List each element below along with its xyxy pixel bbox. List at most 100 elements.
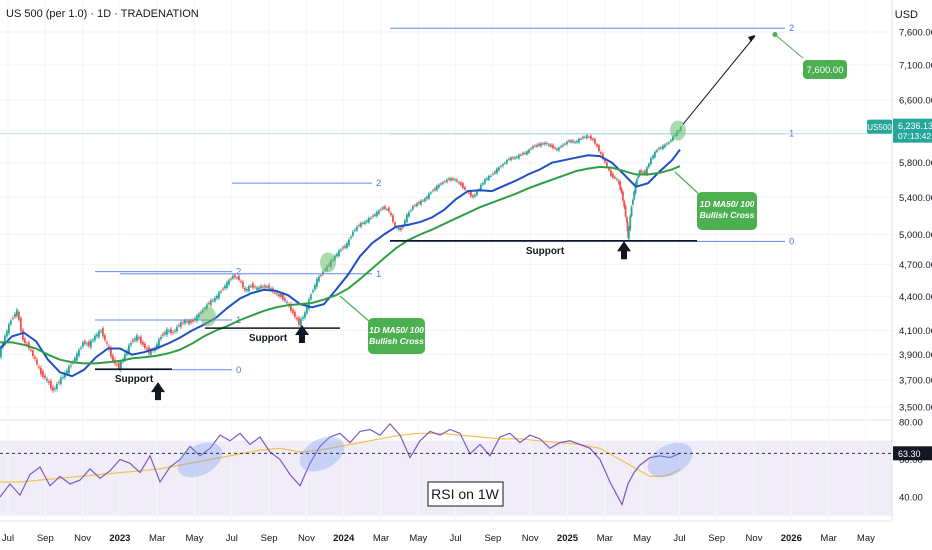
candle-body xyxy=(34,356,36,360)
candle-body xyxy=(88,341,90,347)
candle-body xyxy=(418,202,420,204)
candle-body xyxy=(504,162,506,164)
candle-body xyxy=(340,249,342,251)
candle-body xyxy=(582,136,584,139)
candle-body xyxy=(496,168,498,174)
candle-body xyxy=(106,342,108,344)
candle-body xyxy=(0,347,2,358)
candle-body xyxy=(392,215,394,222)
candle-body xyxy=(516,156,518,158)
candle-body xyxy=(178,325,180,327)
candle-body xyxy=(268,285,270,289)
candle-body xyxy=(242,281,244,288)
candle-body xyxy=(164,332,166,335)
candle-body xyxy=(222,288,224,290)
candle-body xyxy=(300,318,302,326)
candle-body xyxy=(580,138,582,140)
candle-body xyxy=(166,329,168,335)
candle-body xyxy=(600,152,602,154)
candle-body xyxy=(410,210,412,212)
candle-body xyxy=(424,198,426,202)
candle-body xyxy=(608,168,610,171)
candle-body xyxy=(594,139,596,144)
candle-body xyxy=(322,271,324,275)
candle-body xyxy=(606,162,608,167)
candle-body xyxy=(440,183,442,185)
candle-body xyxy=(70,365,72,367)
candle-body xyxy=(60,377,62,385)
last-price-tag xyxy=(893,118,932,143)
candle-body xyxy=(236,277,238,279)
callout-text: Bullish Cross xyxy=(700,210,755,220)
candle-body xyxy=(26,343,28,345)
candle-body xyxy=(470,191,472,197)
rsi-label-box xyxy=(427,481,504,507)
candle-body xyxy=(372,215,374,217)
candle-body xyxy=(254,286,256,288)
candle-body xyxy=(46,378,48,381)
candle-body xyxy=(548,144,550,146)
currency-label: USD xyxy=(894,9,918,21)
candle-body xyxy=(370,217,372,219)
candle-body xyxy=(564,143,566,145)
time-tick-label: May xyxy=(409,533,427,544)
up-arrow-icon xyxy=(295,325,309,344)
candle-body xyxy=(436,185,438,191)
candle-body xyxy=(144,343,146,348)
price-tick-label: 4,700.00 xyxy=(899,260,932,271)
candle-body xyxy=(18,311,20,320)
symbol-tag-label: US500 xyxy=(867,123,892,132)
candle-body xyxy=(112,355,114,361)
candle-body xyxy=(482,183,484,185)
fib-level-label: 2 xyxy=(236,267,241,278)
candle-body xyxy=(278,294,280,297)
candle-body xyxy=(526,151,528,155)
candle-body xyxy=(186,321,188,323)
candle-body xyxy=(637,176,640,178)
time-tick-label: Jul xyxy=(226,533,238,544)
candle-body xyxy=(646,167,648,175)
candle-body xyxy=(502,164,504,167)
candle-body xyxy=(176,326,178,332)
price-tick-label: 3,900.00 xyxy=(899,350,932,361)
candle-body xyxy=(118,362,120,369)
candle-body xyxy=(584,136,586,138)
rsi-label-text: RSI on 1W xyxy=(431,486,499,502)
candle-body xyxy=(344,245,346,248)
candle-body xyxy=(282,294,284,300)
candle-body xyxy=(218,292,220,299)
candle-body xyxy=(190,320,192,323)
candle-body xyxy=(146,348,148,350)
candle-body xyxy=(160,337,162,340)
candle-body xyxy=(566,141,568,145)
last-price-value: 6,236.13 xyxy=(898,121,932,131)
candle-body xyxy=(570,140,572,143)
candle-body xyxy=(462,183,464,189)
candle-body xyxy=(588,136,590,138)
candle-body xyxy=(36,359,38,365)
candle-body xyxy=(394,222,396,227)
candle-body xyxy=(206,304,208,309)
candle-body xyxy=(422,200,424,202)
candle-body xyxy=(620,188,623,193)
price-tick-label: 4,400.00 xyxy=(899,292,932,303)
candle-body xyxy=(290,304,292,311)
candle-body xyxy=(480,184,482,191)
candle-body xyxy=(172,332,174,334)
candle-body xyxy=(512,157,514,159)
candle-body xyxy=(628,227,630,239)
candle-body xyxy=(552,144,554,149)
symbol-tag xyxy=(867,119,892,134)
candle-body xyxy=(650,158,652,165)
candle-body xyxy=(492,173,494,175)
candle-body xyxy=(654,151,656,158)
candle-body xyxy=(316,279,318,287)
candle-body xyxy=(276,293,278,295)
rsi-tick-label: 40.00 xyxy=(899,493,923,504)
candle-body xyxy=(264,285,266,288)
candle-body xyxy=(374,214,376,216)
candle-body xyxy=(622,191,624,201)
candle-body xyxy=(138,337,140,339)
candle-body xyxy=(174,330,176,332)
